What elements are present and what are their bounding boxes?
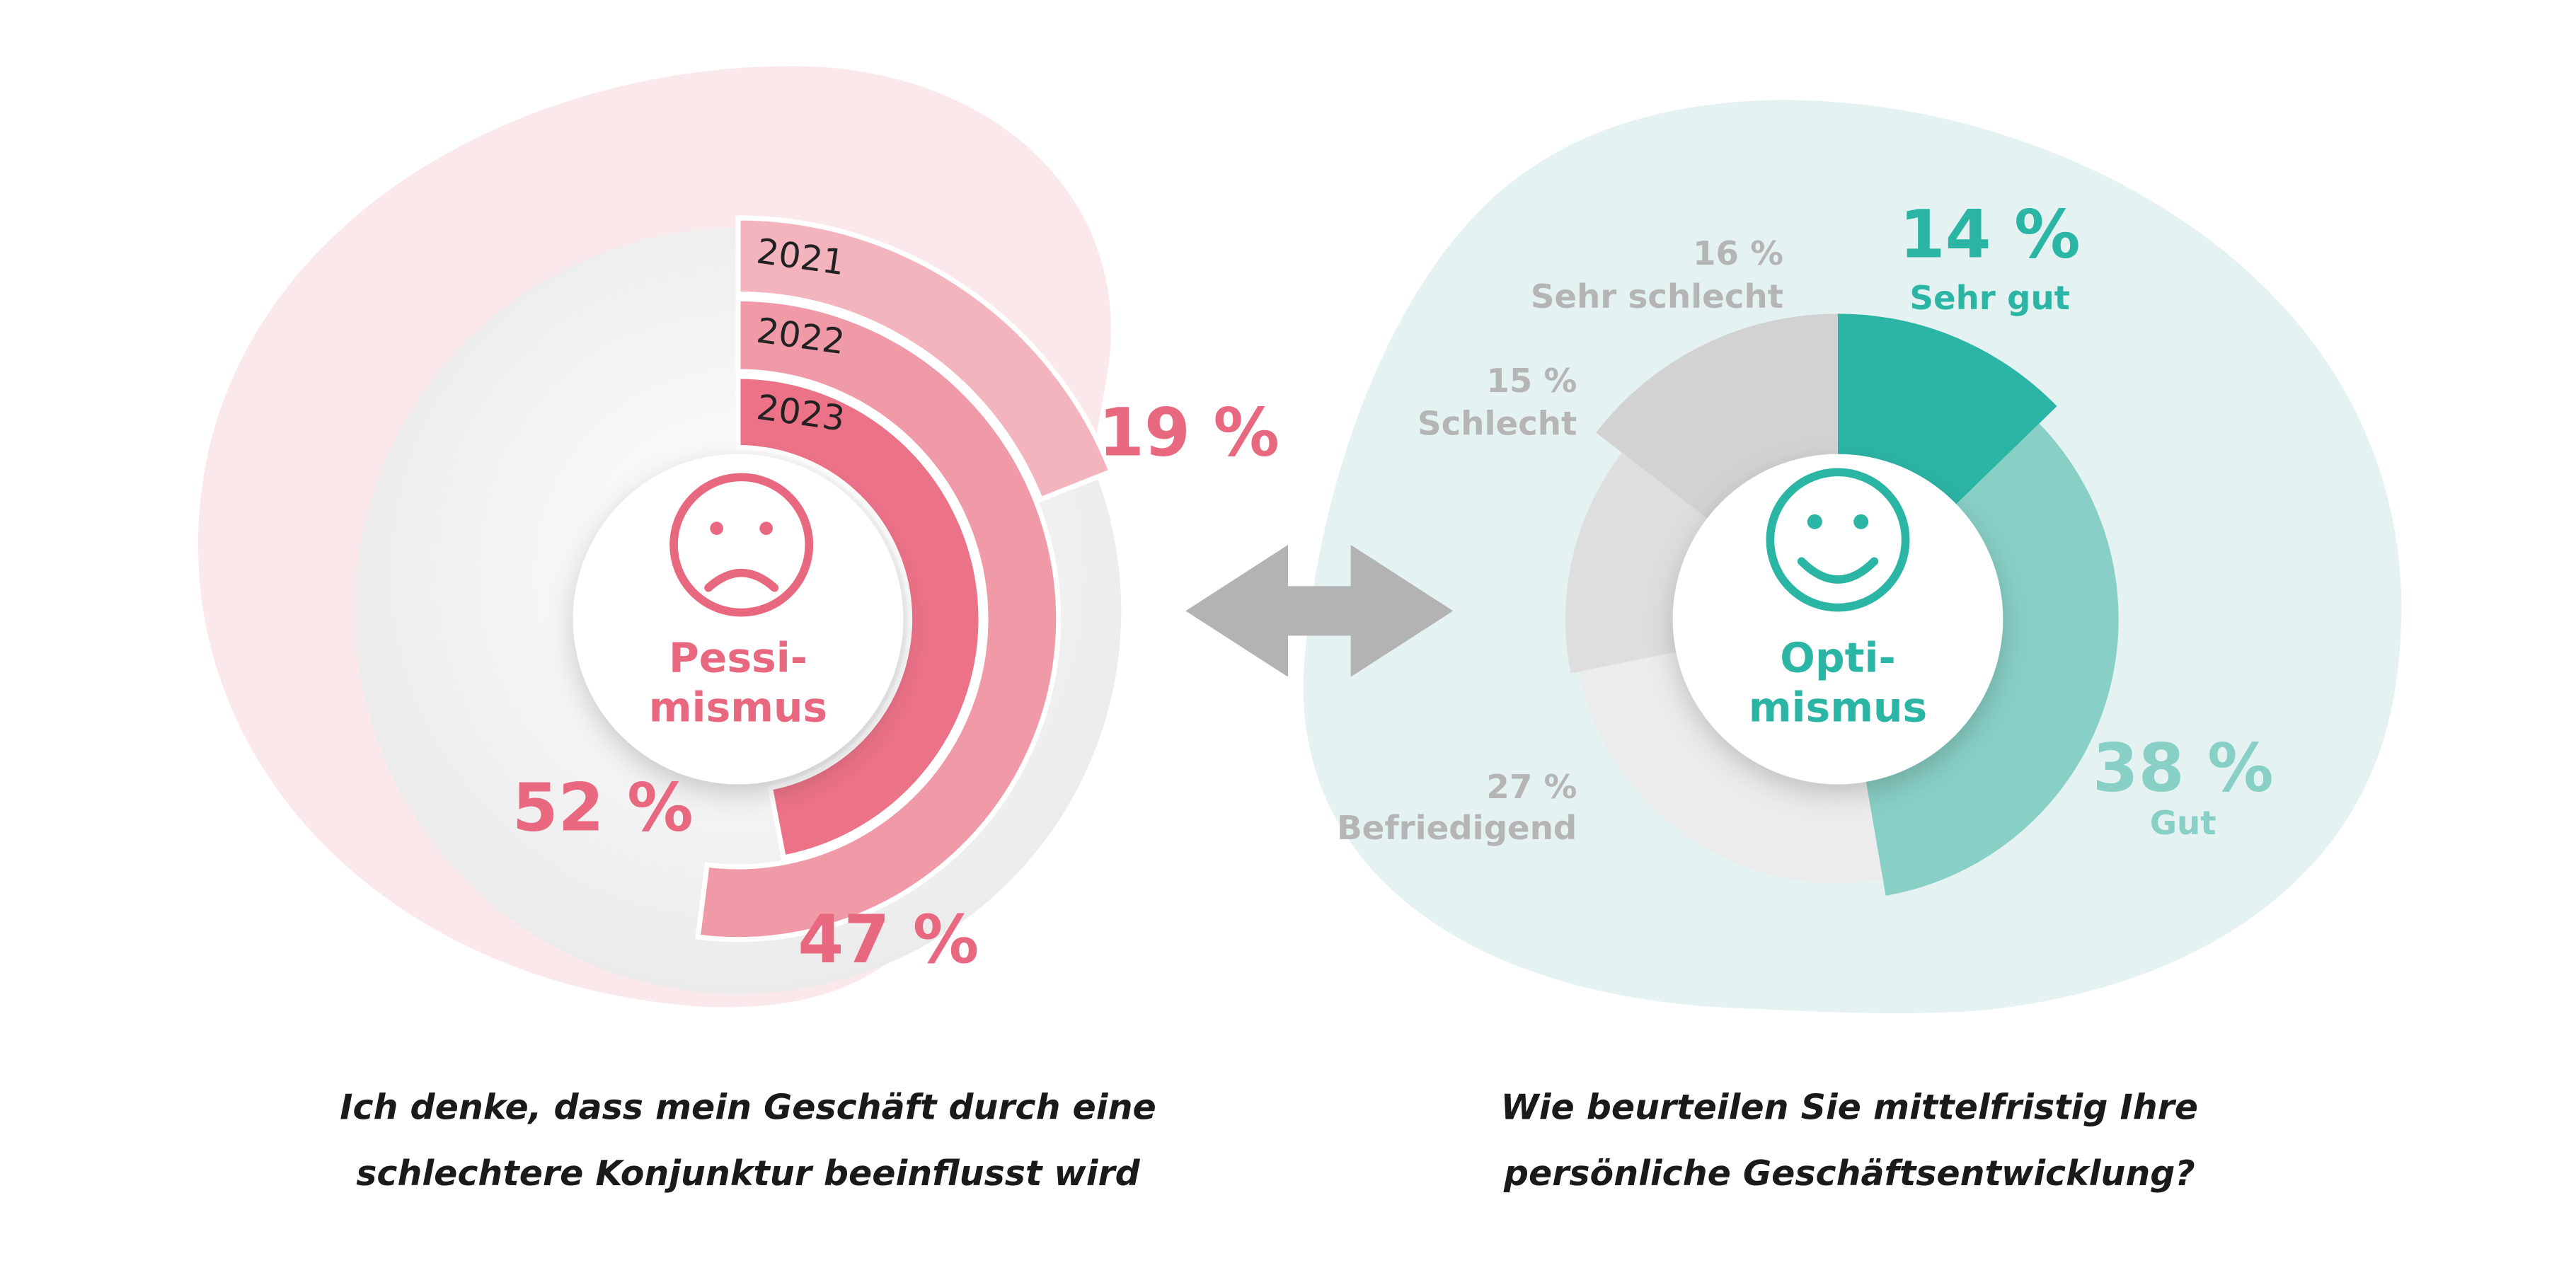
category-label: Sehr gut: [1909, 279, 2070, 318]
center-label: Pessi-: [669, 633, 807, 681]
category-label: Sehr schlecht: [1531, 278, 1783, 316]
value-label: 52 %: [512, 769, 694, 846]
category-label: Gut: [2150, 805, 2216, 843]
center-label: mismus: [649, 683, 828, 731]
center-circle: [573, 454, 904, 785]
value-label: 38 %: [2093, 730, 2274, 807]
happy-face: [1766, 468, 1910, 612]
value-label: 27 %: [1486, 768, 1577, 807]
caption: schlechtere Konjunktur beeinflusst wird: [356, 1153, 1140, 1194]
value-label: 14 %: [1899, 197, 2081, 274]
radial-bar: [695, 296, 1062, 943]
value-label: 16 %: [1693, 235, 1783, 273]
value-label: 19 %: [1098, 395, 1280, 472]
double-arrow: [1185, 545, 1454, 677]
donut-segment: [1579, 648, 1883, 884]
value-label: 47 %: [798, 901, 979, 979]
center-circle: [1672, 454, 2003, 785]
caption: Ich denke, dass mein Geschäft durch eine: [340, 1088, 1156, 1128]
category-label: Befriedigend: [1337, 809, 1577, 848]
sad-face: [669, 473, 814, 617]
category-label: Schlecht: [1418, 405, 1577, 444]
caption: persönliche Geschäftsentwicklung?: [1503, 1153, 2195, 1194]
caption: Wie beurteilen Sie mittelfristig Ihre: [1501, 1088, 2198, 1128]
radial-bar: [735, 215, 1115, 503]
center-label: mismus: [1749, 683, 1928, 731]
value-label: 15 %: [1486, 362, 1577, 400]
center-label: Opti-: [1780, 633, 1895, 681]
radial-bar: [735, 374, 984, 861]
